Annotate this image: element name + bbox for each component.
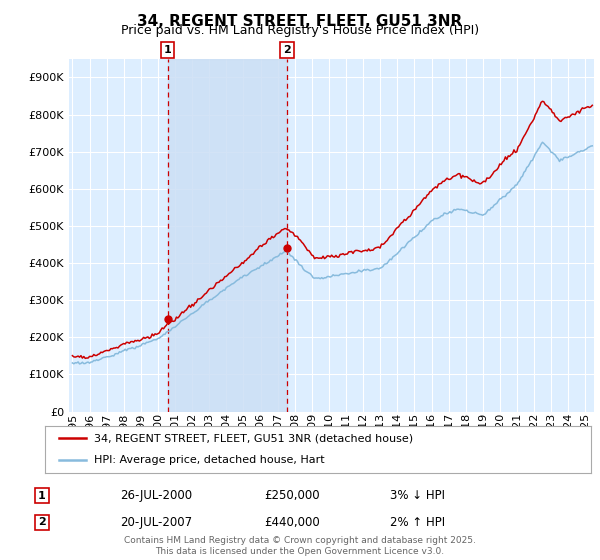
Text: 26-JUL-2000: 26-JUL-2000 [120,489,192,502]
Text: HPI: Average price, detached house, Hart: HPI: Average price, detached house, Hart [94,455,325,465]
Text: 3% ↓ HPI: 3% ↓ HPI [390,489,445,502]
Text: 1: 1 [38,491,46,501]
Text: £250,000: £250,000 [264,489,320,502]
Text: 34, REGENT STREET, FLEET, GU51 3NR: 34, REGENT STREET, FLEET, GU51 3NR [137,14,463,29]
Bar [167,59,287,412]
Text: 34, REGENT STREET, FLEET, GU51 3NR (detached house): 34, REGENT STREET, FLEET, GU51 3NR (deta… [94,433,413,444]
Text: 2: 2 [38,517,46,528]
Text: Price paid vs. HM Land Registry's House Price Index (HPI): Price paid vs. HM Land Registry's House … [121,24,479,37]
Text: 2% ↑ HPI: 2% ↑ HPI [390,516,445,529]
Text: 2: 2 [283,45,291,55]
Text: 20-JUL-2007: 20-JUL-2007 [120,516,192,529]
Text: Contains HM Land Registry data © Crown copyright and database right 2025.
This d: Contains HM Land Registry data © Crown c… [124,536,476,556]
Text: £440,000: £440,000 [264,516,320,529]
Text: 1: 1 [164,45,172,55]
